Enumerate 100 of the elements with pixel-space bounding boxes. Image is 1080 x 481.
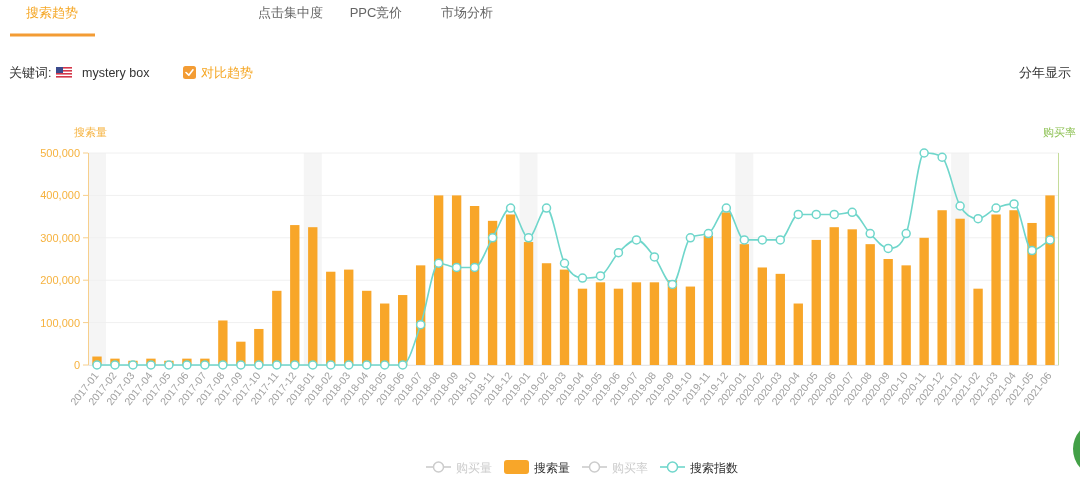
bar: [847, 229, 857, 365]
bar: [398, 295, 408, 365]
point: [703, 228, 714, 239]
point: [865, 228, 875, 239]
point: [1027, 245, 1037, 256]
bar: [326, 271, 336, 365]
bar: [883, 259, 893, 365]
legend-label: 搜索量: [534, 460, 570, 475]
bar: [793, 303, 803, 365]
point: [236, 360, 246, 370]
point: [397, 360, 408, 370]
point: [883, 243, 893, 254]
bar: [1045, 195, 1055, 365]
point: [631, 235, 642, 245]
bar: [577, 288, 588, 365]
bar: [919, 237, 929, 365]
point: [757, 235, 768, 245]
point: [146, 360, 156, 370]
point: [577, 273, 588, 283]
point: [361, 360, 372, 370]
point: [775, 235, 786, 245]
point: [613, 247, 624, 258]
bar: [649, 282, 660, 365]
point: [667, 279, 678, 290]
bar: [505, 214, 516, 365]
tab-label: PPC竞价: [349, 5, 403, 20]
point: [272, 360, 282, 370]
bar: [487, 220, 498, 365]
header-text: 对比趋势: [201, 66, 253, 80]
bar: [308, 227, 318, 365]
bar: [757, 267, 767, 365]
y-axis-title: 搜索量: [73, 126, 107, 138]
y-tick-label: 200,000: [40, 274, 80, 287]
point: [685, 233, 696, 243]
y-tick-label: 0: [73, 359, 80, 371]
point: [343, 360, 354, 370]
point: [523, 233, 534, 243]
bar: [613, 288, 624, 365]
point: [973, 213, 983, 224]
point: [290, 360, 300, 370]
point: [829, 209, 839, 220]
bar: [290, 225, 300, 365]
bar: [721, 212, 732, 365]
point: [541, 203, 552, 213]
point: [793, 209, 804, 220]
point: [92, 360, 102, 370]
bar: [362, 290, 372, 365]
tab-label: 市场分析: [441, 5, 493, 20]
point: [649, 252, 660, 262]
point: [415, 319, 426, 330]
bar: [775, 273, 785, 365]
bar: [595, 282, 606, 365]
point: [991, 203, 1001, 213]
bar: [685, 286, 696, 365]
bar: [811, 239, 821, 365]
point: [110, 360, 120, 370]
point: [451, 262, 462, 273]
bar: [344, 269, 354, 365]
point: [182, 360, 192, 370]
point: [1045, 235, 1055, 245]
bar: [451, 195, 462, 365]
point: [505, 203, 516, 213]
y-tick-label: 300,000: [40, 231, 80, 244]
point: [254, 360, 264, 370]
point: [218, 360, 228, 370]
header-text: mystery box: [82, 66, 150, 80]
bar: [433, 195, 444, 365]
point: [955, 201, 965, 211]
legend-label: 搜索指数: [690, 460, 738, 475]
point: [164, 360, 174, 370]
bar: [973, 288, 983, 365]
y-tick-label: 100,000: [40, 316, 80, 329]
point: [739, 235, 750, 245]
header-text: 分年显示: [1019, 66, 1071, 80]
point: [811, 209, 821, 220]
point: [469, 262, 480, 273]
point: [487, 233, 498, 243]
point: [919, 148, 929, 158]
bar: [272, 290, 282, 365]
bar: [991, 214, 1001, 365]
bar: [1009, 210, 1019, 365]
point: [433, 258, 444, 268]
bar: [469, 206, 480, 365]
bar: [901, 265, 911, 365]
point: [308, 360, 318, 370]
bar: [1027, 222, 1037, 365]
bar: [739, 244, 749, 365]
point: [595, 271, 606, 281]
point: [847, 207, 857, 218]
bar: [523, 242, 534, 365]
y2-axis-title: 购买率: [1042, 126, 1076, 138]
bar: [631, 282, 642, 365]
point: [200, 360, 210, 370]
point: [128, 360, 138, 370]
bar: [559, 269, 570, 365]
tab-label: 搜索趋势: [26, 5, 78, 20]
point: [326, 360, 336, 370]
bar: [937, 210, 947, 365]
header-text: 关键词:: [9, 66, 52, 80]
point: [1009, 199, 1019, 209]
